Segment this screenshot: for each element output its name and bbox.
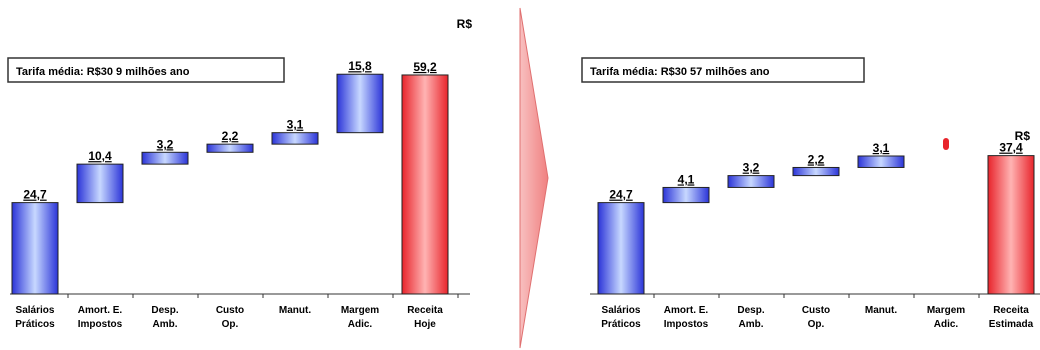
left-value-label-receita-hoje: 59,2 — [413, 60, 437, 74]
right-bar-receita-estimada — [987, 155, 1035, 295]
right-value-label-receita-estimada: 37,4 — [999, 141, 1023, 155]
chart-right: Tarifa média: R$30 57 milhões ano R$ 24,… — [581, 57, 1040, 330]
left-category-label-sal-rios-pr-ticos: Salários Práticos — [15, 305, 55, 330]
left-value-label-desp-amb: 3,2 — [157, 137, 174, 151]
right-bar-desp-amb — [727, 175, 775, 188]
right-category-label-receita-estimada: Receita Estimada — [989, 305, 1034, 330]
left-category-label-margem-adic: Margem Adic. — [341, 305, 379, 330]
left-bar-manut — [271, 132, 319, 145]
chart-right-title-box — [581, 57, 865, 83]
chart-right-unit: R$ — [1015, 129, 1031, 143]
right-category-label-margem-adic: Margem Adic. — [927, 305, 965, 330]
left-value-label-margem-adic: 15,8 — [348, 59, 372, 73]
right-category-label-amort-e-impostos: Amort. E. Impostos — [664, 305, 709, 330]
left-value-label-amort-e-impostos: 10,4 — [88, 149, 112, 163]
divider-arrow — [519, 7, 549, 349]
right-bar-custo-op — [792, 166, 840, 177]
left-bar-amort-e-impostos — [76, 163, 124, 204]
chart-left-title-box — [7, 57, 285, 83]
chart-right-title: Tarifa média: R$30 57 milhões ano — [590, 66, 770, 78]
right-value-label-desp-amb: 3,2 — [743, 161, 760, 175]
right-value-label-amort-e-impostos: 4,1 — [678, 172, 695, 186]
right-bar-amort-e-impostos — [662, 186, 710, 204]
right-category-label-custo-op: Custo Op. — [802, 305, 830, 330]
chart-left-unit: R$ — [457, 17, 473, 31]
left-bar-sal-rios-pr-ticos — [11, 202, 59, 295]
right-category-label-sal-rios-pr-ticos: Salários Práticos — [601, 305, 641, 330]
left-category-label-custo-op: Custo Op. — [216, 305, 244, 330]
left-category-label-receita-hoje: Receita Hoje — [407, 305, 443, 330]
right-bar-margem-adic — [943, 137, 949, 150]
left-category-label-desp-amb: Desp. Amb. — [151, 305, 178, 330]
right-bar-manut — [857, 155, 905, 168]
right-value-label-custo-op: 2,2 — [808, 152, 825, 166]
left-bar-receita-hoje — [401, 74, 449, 295]
left-value-label-sal-rios-pr-ticos: 24,7 — [23, 188, 47, 202]
chart-left-title: Tarifa média: R$30 9 milhões ano — [16, 66, 190, 78]
chart-left: Tarifa média: R$30 9 milhões ano R$ 24,7… — [7, 17, 473, 330]
left-category-label-manut: Manut. — [279, 305, 311, 316]
right-bar-sal-rios-pr-ticos — [597, 202, 645, 295]
left-bar-custo-op — [206, 143, 254, 153]
left-bar-margem-adic — [336, 73, 384, 134]
left-value-label-manut: 3,1 — [287, 118, 304, 132]
left-category-label-amort-e-impostos: Amort. E. Impostos — [78, 305, 123, 330]
left-value-label-custo-op: 2,2 — [222, 129, 239, 143]
right-value-label-manut: 3,1 — [873, 141, 890, 155]
left-bar-desp-amb — [141, 151, 189, 165]
right-category-label-desp-amb: Desp. Amb. — [737, 305, 764, 330]
right-category-label-manut: Manut. — [865, 305, 897, 316]
right-value-label-sal-rios-pr-ticos: 24,7 — [609, 188, 633, 202]
